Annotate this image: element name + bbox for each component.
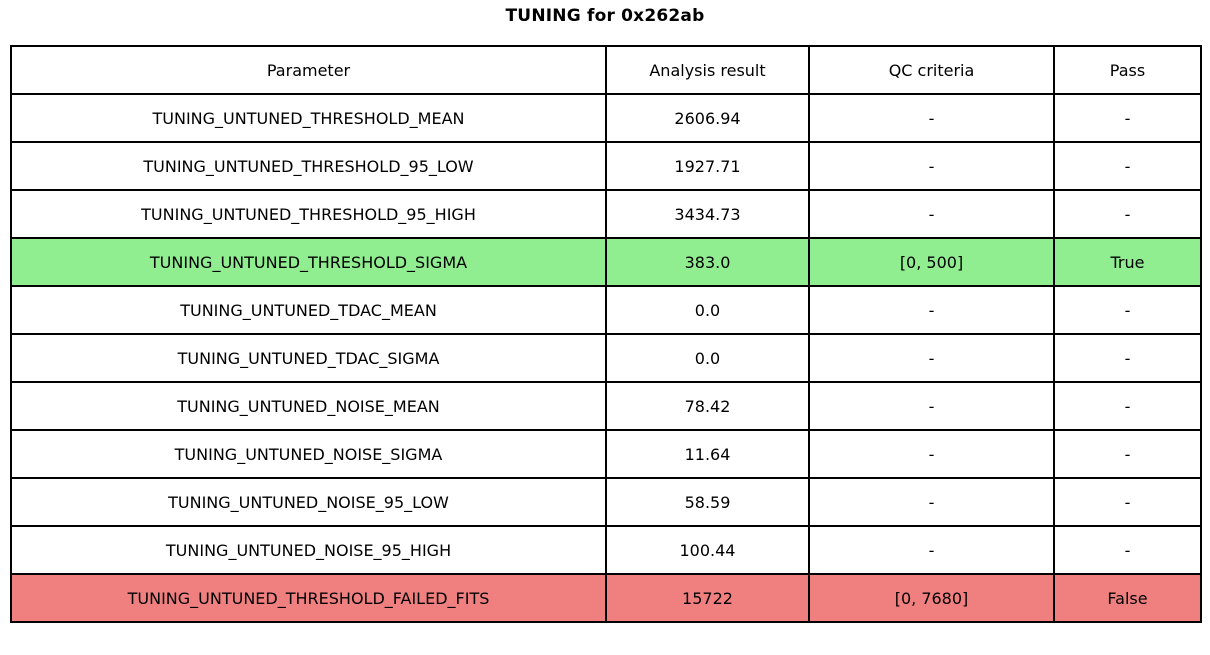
- analysis-result-cell: 2606.94: [605, 93, 810, 143]
- column-header-qc-criteria: QC criteria: [808, 45, 1055, 95]
- parameter-cell: TUNING_UNTUNED_THRESHOLD_FAILED_FITS: [10, 573, 607, 623]
- pass-cell: -: [1053, 477, 1202, 527]
- table-row: TUNING_UNTUNED_THRESHOLD_MEAN 2606.94- -: [10, 93, 1202, 143]
- table-row: TUNING_UNTUNED_TDAC_MEAN 0.0- -: [10, 285, 1202, 335]
- parameter-cell: TUNING_UNTUNED_THRESHOLD_SIGMA: [10, 237, 607, 287]
- parameter-cell: TUNING_UNTUNED_NOISE_95_LOW: [10, 477, 607, 527]
- pass-cell: -: [1053, 429, 1202, 479]
- analysis-result-cell: 100.44: [605, 525, 810, 575]
- analysis-result-cell: 1927.71: [605, 141, 810, 191]
- page-title: TUNING for 0x262ab: [505, 6, 705, 26]
- table-row: TUNING_UNTUNED_THRESHOLD_95_HIGH 3434.73-…: [10, 189, 1202, 239]
- analysis-result-cell: 11.64: [605, 429, 810, 479]
- table-row: TUNING_UNTUNED_THRESHOLD_FAILED_FITS 1572…: [10, 573, 1202, 623]
- qc-criteria-cell: -: [808, 93, 1055, 143]
- qc-criteria-cell: -: [808, 333, 1055, 383]
- table-header: Parameter Analysis result QC criteria Pa…: [10, 45, 1202, 95]
- analysis-result-cell: 58.59: [605, 477, 810, 527]
- pass-cell: -: [1053, 141, 1202, 191]
- analysis-result-cell: 0.0: [605, 333, 810, 383]
- pass-cell: -: [1053, 285, 1202, 335]
- pass-cell: False: [1053, 573, 1202, 623]
- qc-criteria-cell: -: [808, 429, 1055, 479]
- parameter-cell: TUNING_UNTUNED_TDAC_SIGMA: [10, 333, 607, 383]
- table-row: TUNING_UNTUNED_THRESHOLD_SIGMA 383.0 [0, 5…: [10, 237, 1202, 287]
- analysis-result-cell: 383.0: [605, 237, 810, 287]
- table-row: TUNING_UNTUNED_NOISE_95_HIGH 100.44- -: [10, 525, 1202, 575]
- table-row: TUNING_UNTUNED_NOISE_SIGMA 11.64- -: [10, 429, 1202, 479]
- pass-cell: -: [1053, 93, 1202, 143]
- table-row: TUNING_UNTUNED_NOISE_95_LOW 58.59- -: [10, 477, 1202, 527]
- qc-criteria-cell: -: [808, 189, 1055, 239]
- table-row: TUNING_UNTUNED_NOISE_MEAN 78.42- -: [10, 381, 1202, 431]
- table-row: TUNING_UNTUNED_THRESHOLD_95_LOW 1927.71- -: [10, 141, 1202, 191]
- pass-cell: -: [1053, 525, 1202, 575]
- parameter-cell: TUNING_UNTUNED_NOISE_95_HIGH: [10, 525, 607, 575]
- qc-criteria-cell: -: [808, 477, 1055, 527]
- analysis-result-cell: 78.42: [605, 381, 810, 431]
- qc-criteria-cell: -: [808, 141, 1055, 191]
- table-row: TUNING_UNTUNED_TDAC_SIGMA 0.0- -: [10, 333, 1202, 383]
- parameter-cell: TUNING_UNTUNED_THRESHOLD_MEAN: [10, 93, 607, 143]
- pass-cell: True: [1053, 237, 1202, 287]
- analysis-result-cell: 15722: [605, 573, 810, 623]
- parameter-cell: TUNING_UNTUNED_THRESHOLD_95_HIGH: [10, 189, 607, 239]
- column-header-pass: Pass: [1053, 45, 1202, 95]
- qc-criteria-cell: [0, 7680]: [808, 573, 1055, 623]
- pass-cell: -: [1053, 381, 1202, 431]
- analysis-result-cell: 0.0: [605, 285, 810, 335]
- qc-criteria-cell: -: [808, 525, 1055, 575]
- pass-cell: -: [1053, 189, 1202, 239]
- qc-results-table: Parameter Analysis result QC criteria Pa…: [10, 45, 1202, 623]
- column-header-analysis-result: Analysis result: [605, 45, 810, 95]
- qc-criteria-cell: [0, 500]: [808, 237, 1055, 287]
- parameter-cell: TUNING_UNTUNED_THRESHOLD_95_LOW: [10, 141, 607, 191]
- header-row: Parameter Analysis result QC criteria Pa…: [10, 45, 1202, 95]
- pass-cell: -: [1053, 333, 1202, 383]
- table-body: TUNING_UNTUNED_THRESHOLD_MEAN 2606.94- - TU…: [10, 93, 1202, 623]
- qc-criteria-cell: -: [808, 381, 1055, 431]
- parameter-cell: TUNING_UNTUNED_NOISE_MEAN: [10, 381, 607, 431]
- analysis-result-cell: 3434.73: [605, 189, 810, 239]
- qc-criteria-cell: -: [808, 285, 1055, 335]
- parameter-cell: TUNING_UNTUNED_NOISE_SIGMA: [10, 429, 607, 479]
- column-header-parameter: Parameter: [10, 45, 607, 95]
- parameter-cell: TUNING_UNTUNED_TDAC_MEAN: [10, 285, 607, 335]
